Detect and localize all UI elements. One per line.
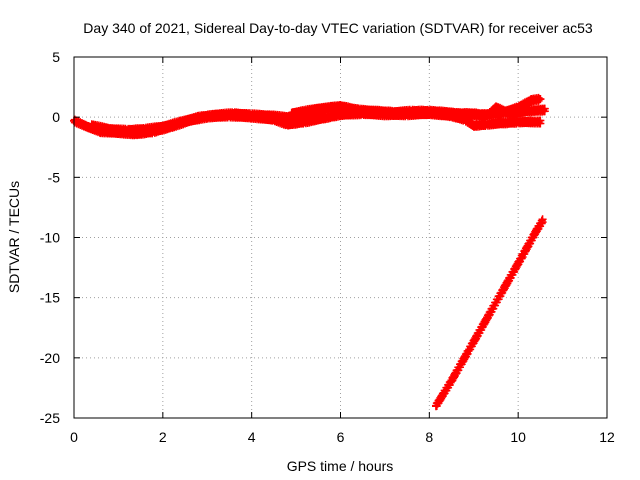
y-tick-label: -20: [40, 350, 60, 366]
x-tick-label: 4: [248, 429, 256, 445]
data-point: [536, 95, 545, 104]
data-point: [464, 346, 473, 355]
x-tick-label: 6: [337, 429, 345, 445]
data-point: [536, 116, 545, 125]
y-tick-label: -15: [40, 290, 60, 306]
axis-ticks: 0 2 4 6 8 10 12 5 0 -5 -10 -15 -20 -25: [40, 49, 615, 445]
data-point: [539, 105, 548, 114]
x-tick-label: 12: [599, 429, 615, 445]
data-point: [537, 216, 546, 225]
data-point: [534, 93, 543, 102]
y-tick-label: 0: [52, 109, 60, 125]
y-axis-label: SDTVAR / TECUs: [6, 181, 22, 293]
x-axis-label: GPS time / hours: [287, 458, 394, 474]
series-group: [287, 93, 545, 121]
y-tick-label: -5: [48, 169, 61, 185]
y-tick-label: -25: [40, 410, 60, 426]
y-tick-label: -10: [40, 230, 60, 246]
x-tick-label: 8: [425, 429, 433, 445]
data-series: [70, 93, 549, 411]
data-point: [538, 218, 547, 227]
chart-title: Day 340 of 2021, Sidereal Day-to-day VTE…: [83, 20, 593, 36]
x-tick-label: 0: [70, 429, 78, 445]
x-tick-label: 10: [510, 429, 526, 445]
data-point: [534, 117, 543, 126]
y-tick-label: 5: [52, 49, 60, 65]
x-tick-label: 2: [159, 429, 167, 445]
series-group: [431, 215, 547, 411]
data-point: [540, 104, 549, 113]
